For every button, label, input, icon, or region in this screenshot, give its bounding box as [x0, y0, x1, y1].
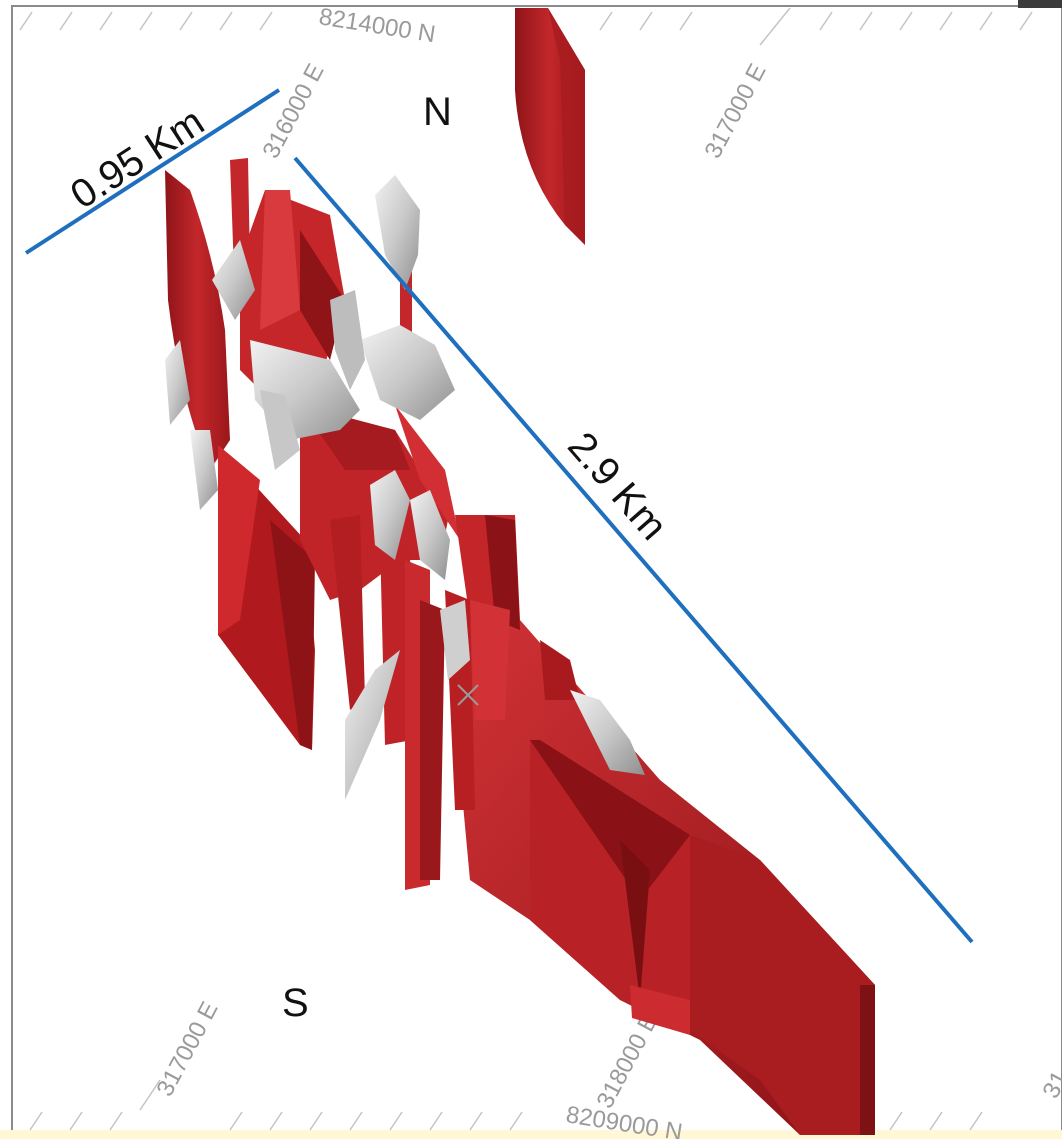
north-label: N [423, 90, 452, 134]
ore-body-west-upper [165, 170, 230, 470]
view-frame [11, 5, 1062, 1139]
width-measure-line [24, 88, 281, 255]
window-edge [1018, 0, 1062, 8]
grey-lens-south [345, 650, 400, 800]
grey-lens-1 [375, 175, 420, 290]
length-measure-line [293, 156, 974, 944]
bottom-band [0, 1130, 1062, 1139]
grey-lenses [165, 175, 645, 800]
center-marker [457, 684, 479, 706]
grey-lens-3 [360, 325, 455, 420]
south-label: S [282, 981, 309, 1025]
grid-ticks [19, 7, 1033, 1131]
